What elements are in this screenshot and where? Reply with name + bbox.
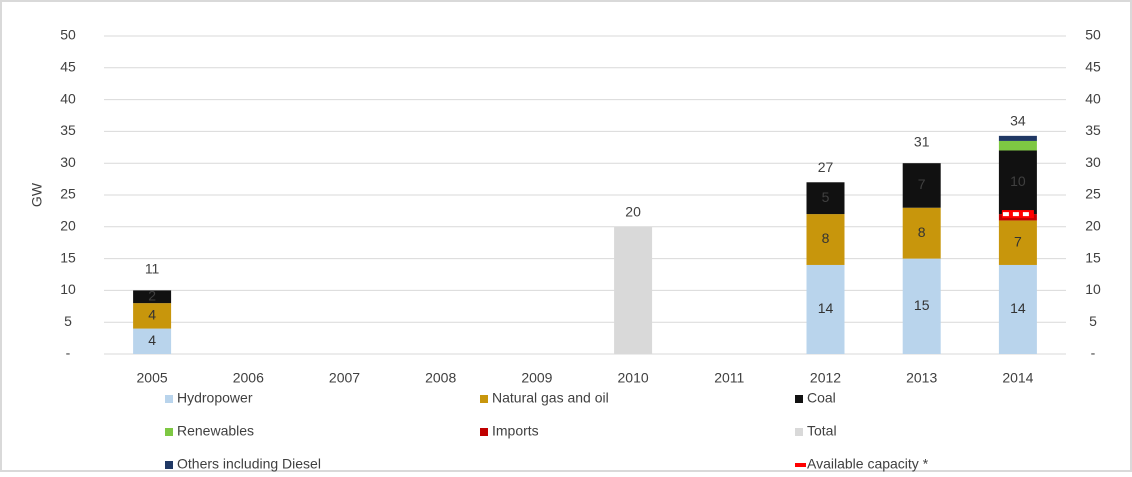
x-tick-label: 2005 bbox=[137, 370, 168, 386]
legend-swatch bbox=[165, 461, 173, 469]
total-label: 31 bbox=[914, 134, 930, 150]
bar-segment bbox=[998, 150, 1037, 215]
x-tick-label: 2006 bbox=[233, 370, 264, 386]
bar-segment bbox=[902, 163, 941, 208]
x-tick-label: 2011 bbox=[714, 370, 744, 386]
legend-swatch bbox=[165, 395, 173, 403]
legend-label: Others including Diesel bbox=[177, 456, 321, 472]
bar-segment bbox=[806, 182, 845, 215]
bar-segment bbox=[902, 258, 941, 354]
y-tick-label: 40 bbox=[60, 90, 76, 106]
legend-swatch bbox=[795, 395, 803, 403]
data-label: 2 bbox=[148, 287, 156, 303]
bar-segment bbox=[133, 290, 172, 304]
bar-segment bbox=[806, 264, 845, 354]
y2-tick-label: 40 bbox=[1085, 90, 1101, 106]
x-tick-label: 2009 bbox=[521, 370, 552, 386]
data-label: 10 bbox=[1010, 173, 1026, 189]
x-tick-label: 2007 bbox=[329, 370, 360, 386]
total-label: 27 bbox=[818, 159, 834, 175]
bar bbox=[614, 226, 653, 354]
x-tick-label: 2013 bbox=[906, 370, 937, 386]
legend-label: Renewables bbox=[177, 423, 254, 439]
bar-segment bbox=[133, 328, 172, 354]
y-tick-label: 30 bbox=[60, 154, 76, 170]
y-tick-label: 20 bbox=[60, 218, 76, 234]
data-label: 4 bbox=[148, 332, 156, 348]
y2-tick-label: - bbox=[1091, 345, 1096, 361]
legend-label: Imports bbox=[492, 423, 539, 439]
x-tick-label: 2008 bbox=[425, 370, 456, 386]
y2-tick-label: 35 bbox=[1085, 122, 1101, 138]
y-tick-label: 10 bbox=[60, 281, 76, 297]
legend-label: Natural gas and oil bbox=[492, 390, 609, 406]
y2-tick-label: 15 bbox=[1085, 249, 1101, 265]
legend-swatch bbox=[480, 428, 488, 436]
y2-tick-label: 10 bbox=[1085, 281, 1101, 297]
data-label: 14 bbox=[818, 300, 834, 316]
total-label: 34 bbox=[1010, 113, 1026, 129]
legend-label: Coal bbox=[807, 390, 836, 406]
x-tick-label: 2014 bbox=[1002, 370, 1033, 386]
y-tick-label: - bbox=[66, 345, 71, 361]
x-tick-label: 2012 bbox=[810, 370, 841, 386]
bar-segment bbox=[998, 264, 1037, 354]
y-axis-label: GW bbox=[29, 182, 45, 207]
legend-label: Total bbox=[807, 423, 837, 439]
y-tick-label: 45 bbox=[60, 59, 76, 75]
legend-label: Hydropower bbox=[177, 390, 253, 406]
y-tick-label: 25 bbox=[60, 186, 76, 202]
total-label: 11 bbox=[145, 261, 160, 277]
data-label: 8 bbox=[822, 230, 830, 246]
legend-swatch bbox=[480, 395, 488, 403]
y2-tick-label: 20 bbox=[1085, 218, 1101, 234]
data-label: 8 bbox=[918, 224, 926, 240]
y-tick-label: 35 bbox=[60, 122, 76, 138]
data-label: 14 bbox=[1010, 300, 1026, 316]
bar-segment bbox=[998, 135, 1037, 141]
bar-segment bbox=[902, 207, 941, 259]
data-label: 5 bbox=[822, 189, 830, 205]
y-tick-label: 5 bbox=[64, 313, 72, 329]
data-label: 4 bbox=[148, 307, 156, 323]
y2-tick-label: 45 bbox=[1085, 59, 1101, 75]
bar-segment bbox=[133, 303, 172, 329]
data-label: 7 bbox=[918, 176, 926, 192]
legend-swatch bbox=[795, 428, 803, 436]
data-label: 7 bbox=[1014, 233, 1022, 249]
y2-tick-label: 50 bbox=[1085, 27, 1101, 43]
y2-tick-label: 25 bbox=[1085, 186, 1101, 202]
bar-segment bbox=[998, 220, 1037, 265]
bar-segment bbox=[998, 140, 1037, 151]
y2-tick-label: 30 bbox=[1085, 154, 1101, 170]
bar-segment bbox=[806, 214, 845, 265]
y-tick-label: 15 bbox=[60, 249, 76, 265]
legend-swatch bbox=[165, 428, 173, 436]
data-label: 15 bbox=[914, 297, 930, 313]
y-tick-label: 50 bbox=[60, 27, 76, 43]
x-tick-label: 2010 bbox=[618, 370, 649, 386]
data-label: 20 bbox=[625, 204, 641, 220]
legend-label: Available capacity * bbox=[807, 456, 929, 472]
y2-tick-label: 5 bbox=[1089, 313, 1097, 329]
legend-swatch bbox=[795, 463, 806, 467]
